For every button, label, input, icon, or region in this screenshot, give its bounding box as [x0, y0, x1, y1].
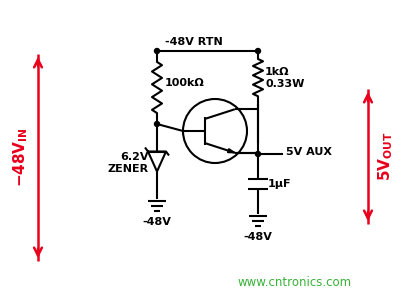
Text: ZENER: ZENER [108, 164, 149, 173]
Circle shape [154, 48, 160, 54]
Circle shape [256, 48, 260, 54]
Text: 1μF: 1μF [268, 179, 292, 189]
Text: 6.2V: 6.2V [120, 152, 149, 161]
Text: 100kΩ: 100kΩ [165, 77, 205, 88]
Text: 1kΩ: 1kΩ [265, 67, 290, 77]
Text: 0.33W: 0.33W [265, 79, 304, 89]
Polygon shape [228, 149, 235, 153]
Text: -48V: -48V [244, 232, 272, 242]
Circle shape [256, 152, 260, 156]
Text: www.cntronics.com: www.cntronics.com [238, 276, 352, 289]
Text: -48V RTN: -48V RTN [165, 37, 223, 47]
Circle shape [154, 121, 160, 126]
Text: $\mathbf{5V_{\mathbf{OUT}}}$: $\mathbf{5V_{\mathbf{OUT}}}$ [376, 132, 395, 181]
Text: -48V: -48V [142, 217, 172, 227]
Text: 5V AUX: 5V AUX [286, 147, 332, 157]
Text: $\mathbf{-48V_{\mathbf{IN}}}$: $\mathbf{-48V_{\mathbf{IN}}}$ [11, 128, 30, 187]
